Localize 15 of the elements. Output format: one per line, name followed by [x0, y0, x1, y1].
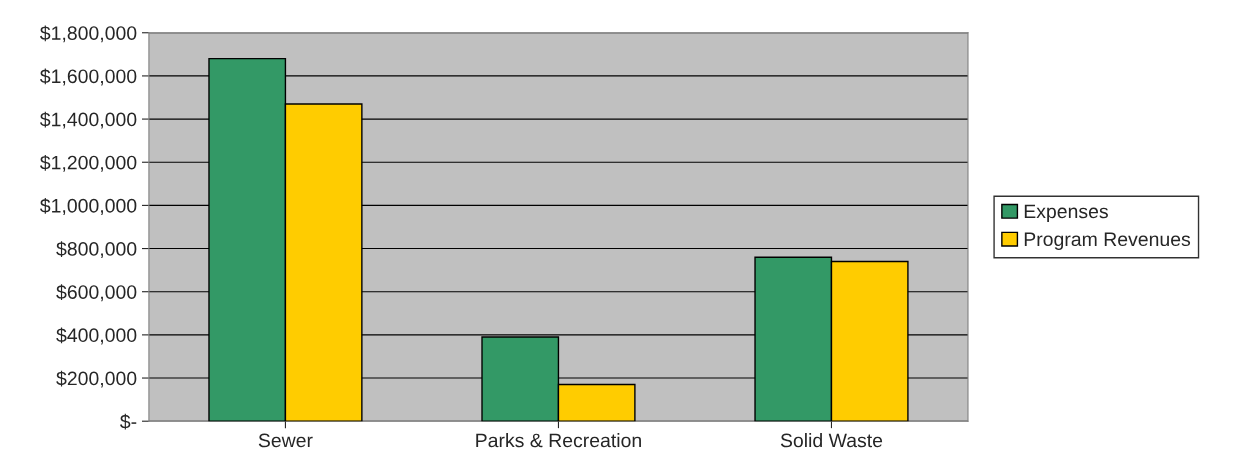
y-tick-label: $1,000,000 [40, 198, 137, 215]
x-tick-label: Parks & Recreation [476, 433, 641, 448]
y-tick-label: $1,200,000 [40, 154, 137, 172]
y-tick-label: $1,400,000 [40, 111, 137, 129]
x-tick-label: Sewer [258, 433, 313, 448]
y-tick-label: $400,000 [56, 327, 137, 345]
y-tick-label: $1,800,000 [40, 25, 137, 43]
x-tick-label: Solid Waste [780, 433, 883, 448]
legend-label: Expenses [1024, 204, 1108, 223]
y-tick-label: $1,600,000 [40, 68, 137, 86]
y-tick-label: $800,000 [56, 241, 137, 259]
y-tick-label: $600,000 [56, 284, 137, 302]
legend-label: Program Revenues [1024, 232, 1191, 250]
y-tick-label: $- [120, 413, 137, 430]
y-tick-label: $200,000 [56, 370, 137, 388]
